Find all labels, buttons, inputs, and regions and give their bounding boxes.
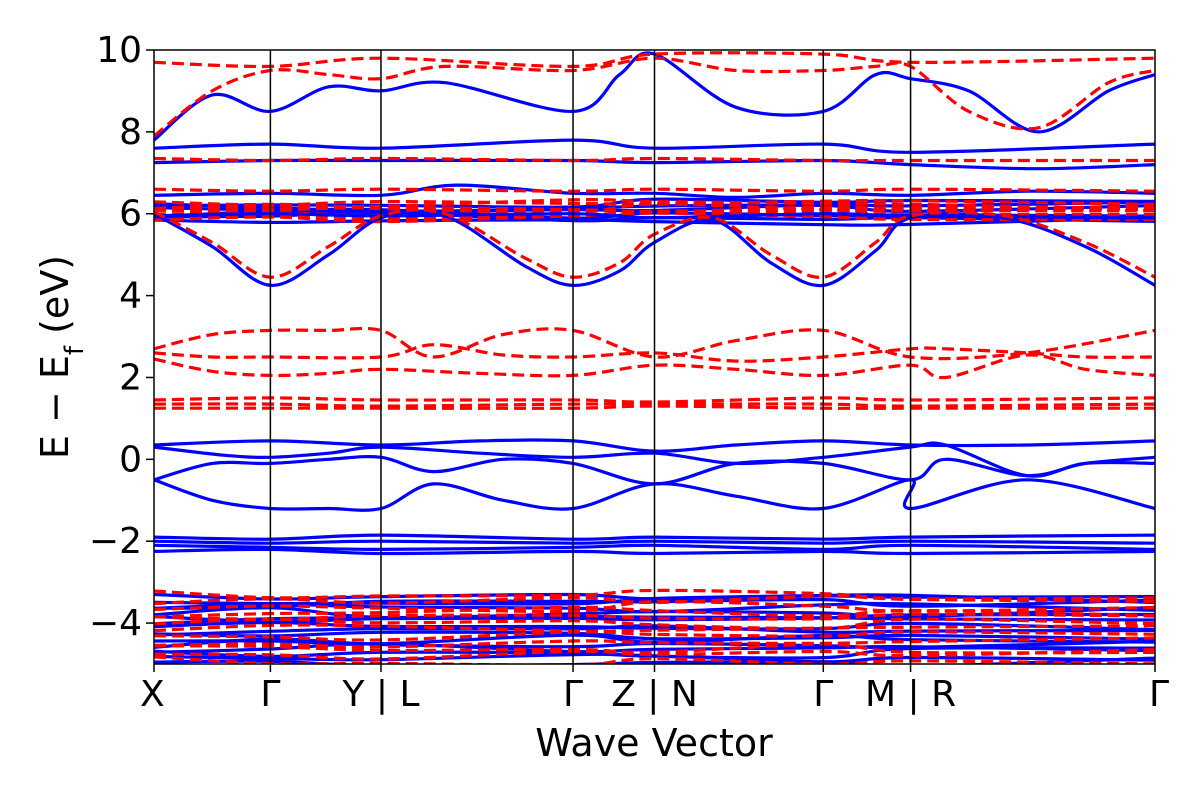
solid-band-line (154, 478, 1155, 512)
solid-band-line (154, 539, 1155, 545)
solid-band-line (154, 138, 1155, 154)
solid-band-line (154, 543, 1155, 552)
dashed-band-line (154, 404, 1155, 410)
dashed-band-line (154, 51, 1155, 69)
segment-dividers (269, 50, 912, 664)
cluster-band-line (154, 656, 1155, 664)
x-tick-label: Γ (813, 674, 833, 715)
y-axis-label-unit: (eV) (33, 255, 77, 346)
dashed-band-line (154, 343, 1155, 363)
y-tick-label: −4 (89, 603, 142, 644)
x-tick-label: Y | L (341, 674, 419, 715)
dashed-band-line (154, 187, 1155, 193)
x-axis-ticks: X Γ Y | L Γ Z | N Γ M | R Γ (140, 664, 1169, 715)
cluster-band-line (154, 617, 1155, 631)
cluster-band-line (154, 637, 1155, 650)
cluster-band-line (154, 215, 1155, 227)
dashed-band-line (154, 208, 1155, 279)
cluster-band-line (154, 599, 1155, 614)
y-tick-label: 0 (119, 439, 142, 480)
cluster-band-line (154, 198, 1155, 207)
cluster-band-line (154, 630, 1155, 642)
dashed-band-line (154, 402, 1155, 408)
y-tick-label: 8 (119, 112, 142, 153)
x-axis-label: Wave Vector (535, 721, 773, 765)
x-tick-label: Γ (1149, 674, 1169, 715)
y-axis-ticks: 10 8 6 4 2 0 −2 −4 (89, 30, 154, 644)
cluster-band-line (154, 612, 1155, 621)
x-tick-label: X (140, 674, 165, 715)
cluster-band-line (154, 636, 1155, 649)
cluster-band-line (154, 588, 1155, 601)
y-axis-label: E − Ef (eV) (33, 255, 90, 459)
y-axis-label-sub: f (60, 345, 90, 355)
cluster-band-line (154, 623, 1155, 633)
y-tick-label: 2 (119, 357, 142, 398)
solid-band-line (154, 533, 1155, 541)
cluster-band-line (154, 642, 1155, 655)
cluster-band-line (154, 202, 1155, 214)
y-tick-label: 10 (96, 30, 142, 71)
band-lines (154, 51, 1155, 664)
cluster-band-line (154, 655, 1155, 664)
x-tick-label: Γ (563, 674, 583, 715)
x-tick-label: Z | N (611, 674, 698, 715)
dashed-band-line (154, 396, 1155, 404)
y-tick-label: 4 (119, 276, 142, 317)
y-axis-label-main: E − E (33, 355, 77, 459)
y-tick-label: −2 (89, 521, 142, 562)
dashed-band-line (154, 56, 1155, 138)
x-tick-label: Γ (260, 674, 280, 715)
cluster-band-line (154, 630, 1155, 641)
dashed-band-line (154, 205, 1155, 214)
solid-band-line (154, 547, 1155, 556)
solid-band-line (154, 454, 1155, 486)
dashed-band-line (154, 353, 1155, 380)
dashed-band-line (154, 156, 1155, 163)
y-tick-label: 6 (119, 194, 142, 235)
cluster-band-line (154, 198, 1155, 211)
x-tick-label: M | R (865, 674, 956, 715)
